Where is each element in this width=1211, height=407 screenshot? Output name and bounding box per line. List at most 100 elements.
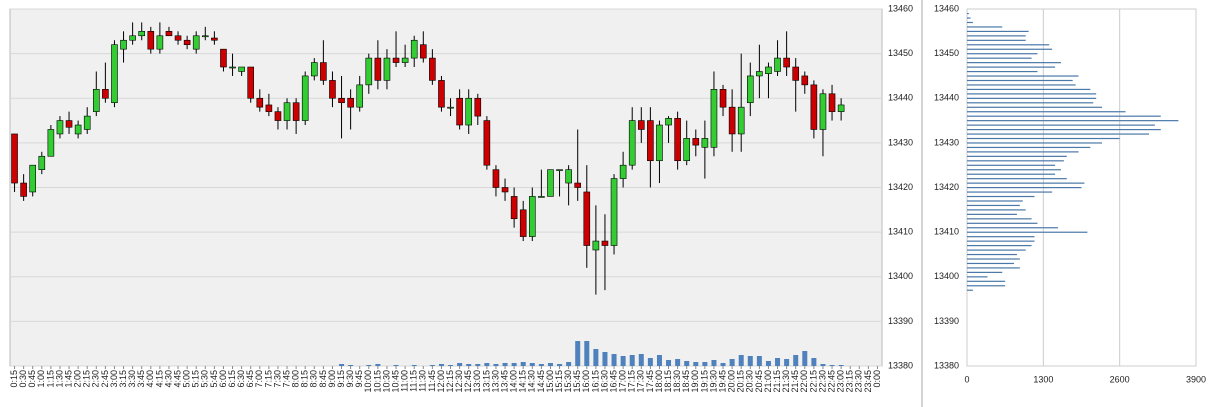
candle-body xyxy=(737,106,745,135)
candle-body xyxy=(247,66,255,99)
x-tick-label: 3:00 xyxy=(109,370,119,388)
profile-bar xyxy=(967,39,1026,41)
x-tick-label: 1300 xyxy=(1033,374,1053,384)
x-tick-label: 16:45 xyxy=(608,370,618,393)
volume-bar xyxy=(438,364,444,366)
x-tick-label: 19:15 xyxy=(699,370,709,393)
volume-bar xyxy=(620,356,626,366)
x-tick-label: 6:15 xyxy=(227,370,237,388)
candle-body xyxy=(683,138,691,162)
x-tick-label: 8:15 xyxy=(300,370,310,388)
x-tick-label: 11:30 xyxy=(418,370,428,392)
volume-bar xyxy=(348,365,354,366)
x-tick-label: 23:45 xyxy=(863,370,873,393)
volume-bar xyxy=(593,349,599,366)
x-tick-label: 13:00 xyxy=(472,370,482,393)
candle-body xyxy=(129,35,136,41)
candle-body xyxy=(256,97,264,108)
candle-body xyxy=(111,44,118,104)
y-tick-label: 13390 xyxy=(888,316,913,326)
x-tick-label: 22:30 xyxy=(817,370,827,393)
x-tick-label: 23:15 xyxy=(845,370,855,393)
profile-bar xyxy=(967,70,1038,73)
x-tick-label: 7:30 xyxy=(272,370,282,388)
volume-bar xyxy=(375,364,381,366)
y-tick-label: 13430 xyxy=(934,137,959,147)
volume-bar xyxy=(511,363,517,366)
profile-bar xyxy=(967,285,1006,287)
volume-bar xyxy=(575,341,581,366)
volume-bar xyxy=(747,356,753,366)
candle-body xyxy=(756,71,763,77)
profile-bar xyxy=(967,191,1053,193)
candle-body xyxy=(528,196,536,237)
x-tick-label: 18:45 xyxy=(681,370,691,393)
volume-bar xyxy=(838,365,844,366)
volume-bar xyxy=(457,363,463,366)
volume-bar xyxy=(538,364,544,366)
profile-bar xyxy=(967,267,1020,269)
candle-body xyxy=(547,169,554,197)
volume-bar xyxy=(502,363,508,366)
profile-bar xyxy=(967,169,1061,171)
candle-body xyxy=(447,106,454,109)
volume-bar xyxy=(720,363,726,366)
candle-body xyxy=(365,57,373,86)
profile-bar xyxy=(967,178,1067,180)
candle-body xyxy=(147,31,155,50)
x-tick-label: 17:00 xyxy=(618,370,628,393)
y-tick-label: 13460 xyxy=(888,3,913,13)
x-tick-label: 3:45 xyxy=(136,370,146,388)
candle-body xyxy=(765,66,772,75)
x-tick-label: 18:15 xyxy=(663,370,673,393)
candle-body xyxy=(329,80,336,99)
candle-body xyxy=(628,120,636,166)
x-tick-label: 23:00 xyxy=(836,370,846,393)
candle-body xyxy=(438,80,445,108)
x-tick-label: 11:45 xyxy=(427,370,437,392)
candle-body xyxy=(574,182,582,188)
volume-bar xyxy=(793,355,799,366)
volume-bar xyxy=(484,363,490,366)
volume-bar xyxy=(666,360,672,366)
x-tick-label: 8:30 xyxy=(309,370,319,388)
y-tick-label: 13430 xyxy=(888,137,913,147)
candle-body xyxy=(238,66,245,72)
x-tick-label: 9:00 xyxy=(327,370,337,388)
x-tick-label: 1:45 xyxy=(63,370,73,388)
profile-bar xyxy=(967,227,1059,229)
x-tick-label: 2:00 xyxy=(73,370,83,388)
candle-body xyxy=(728,106,736,135)
x-tick-label: 20:00 xyxy=(727,370,737,393)
x-tick-label: 13:45 xyxy=(499,370,509,393)
x-tick-label: 13:30 xyxy=(490,370,500,393)
candle-body xyxy=(356,84,364,108)
x-tick-label: 14:15 xyxy=(518,370,528,393)
profile-bar xyxy=(967,57,1032,59)
x-tick-label: 1:30 xyxy=(54,370,64,388)
x-tick-label: 21:30 xyxy=(781,370,791,393)
profile-bar xyxy=(967,21,973,24)
candle-body xyxy=(292,102,300,121)
profile-bar xyxy=(967,75,1079,77)
candle-body xyxy=(156,35,164,50)
profile-bar xyxy=(967,249,1026,251)
x-tick-label: 6:00 xyxy=(218,370,228,388)
candle-body xyxy=(274,111,282,121)
x-tick-label: 21:15 xyxy=(772,370,782,393)
candle-body xyxy=(719,89,727,108)
candle-body xyxy=(601,240,609,246)
candle-body xyxy=(819,93,827,130)
profile-bar xyxy=(967,222,1038,224)
profile-bar xyxy=(967,271,1003,273)
candle-body xyxy=(11,133,18,184)
profile-bar xyxy=(967,93,1097,95)
candle-body xyxy=(47,129,55,157)
profile-bar xyxy=(967,231,1088,233)
volume-bar xyxy=(811,358,817,366)
volume-bar xyxy=(638,354,644,366)
candle-body xyxy=(519,209,527,237)
x-tick-label: 10:15 xyxy=(372,370,382,393)
volume-bar xyxy=(393,365,399,366)
